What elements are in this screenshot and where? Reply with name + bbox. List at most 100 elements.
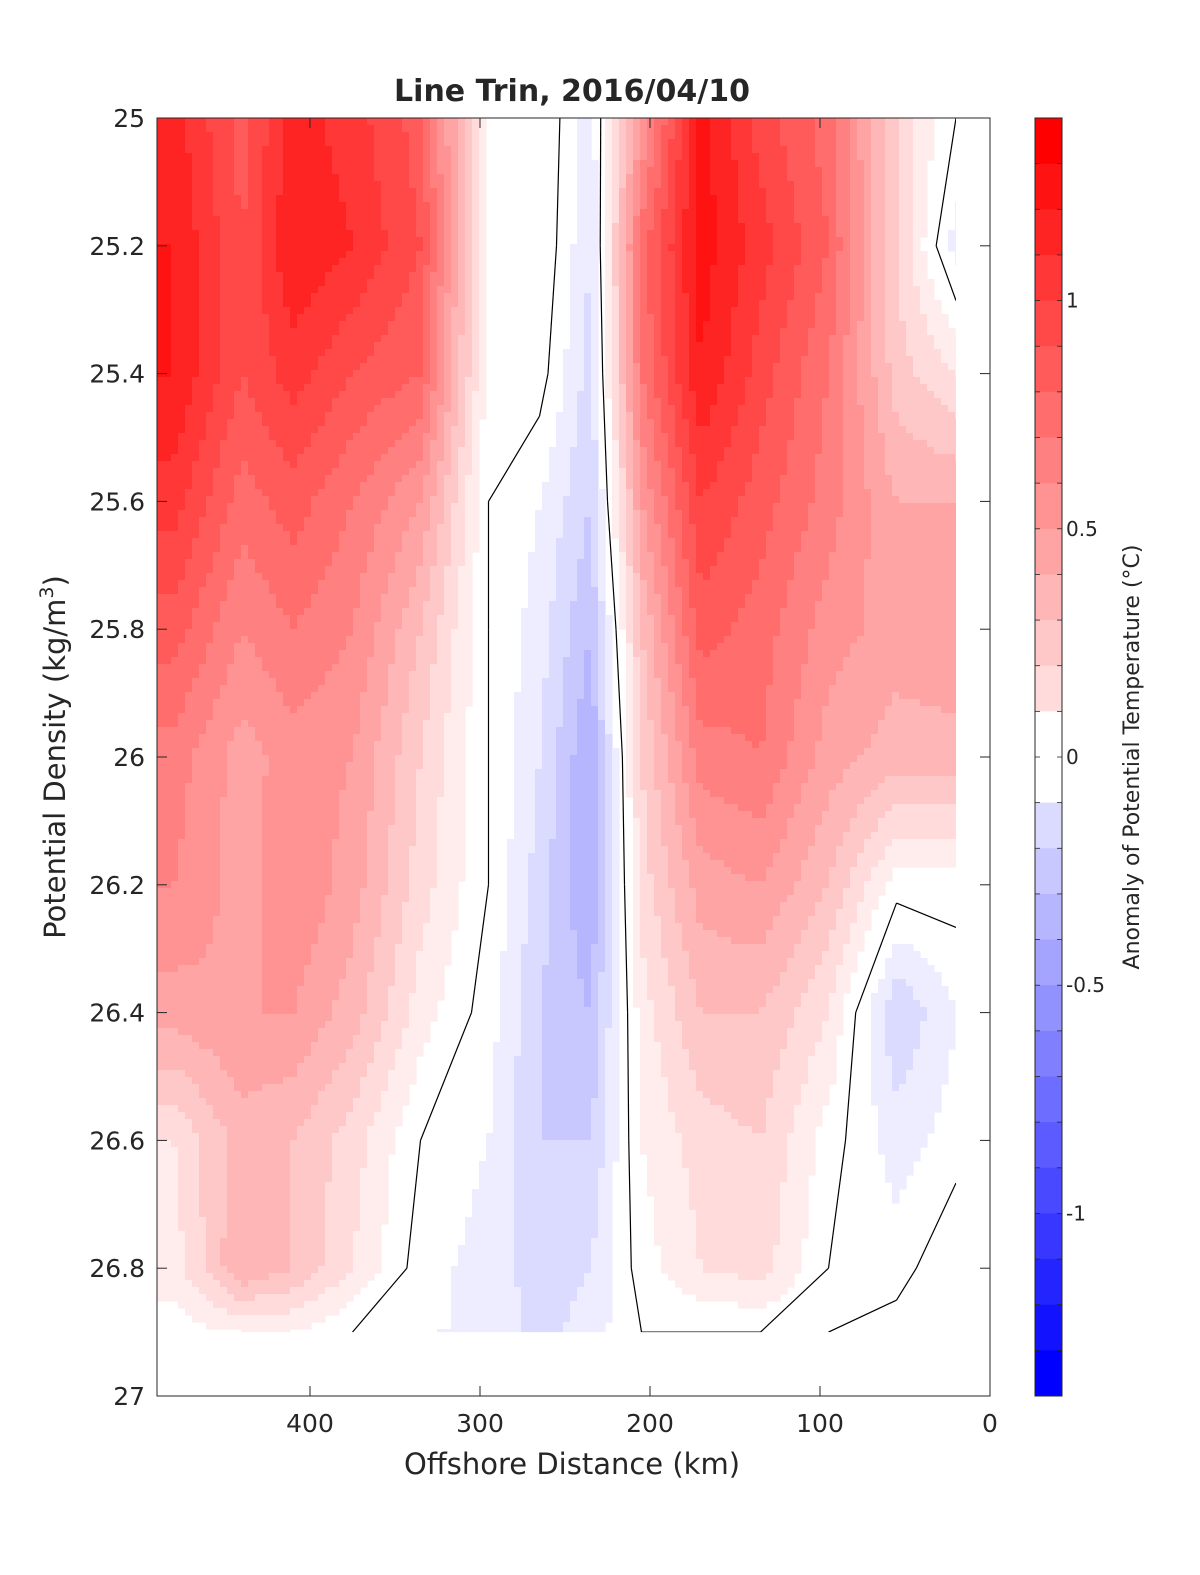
field-cell — [402, 244, 410, 252]
field-cell — [626, 132, 634, 140]
field-cell — [920, 195, 928, 203]
field-cell — [388, 440, 396, 448]
field-cell — [843, 223, 851, 231]
field-cell — [899, 433, 907, 441]
field-cell — [297, 251, 305, 259]
field-cell — [171, 405, 179, 413]
field-cell — [843, 412, 851, 420]
field-cell — [241, 461, 249, 469]
field-cell — [395, 440, 403, 448]
field-cell — [864, 258, 872, 266]
field-cell — [885, 188, 893, 196]
field-cell — [444, 405, 452, 413]
field-cell — [906, 433, 914, 441]
field-cell — [185, 461, 193, 469]
field-cell — [416, 328, 424, 336]
field-cell — [381, 363, 389, 371]
field-cell — [857, 321, 865, 329]
field-cell — [311, 216, 319, 224]
field-cell — [710, 251, 718, 259]
field-cell — [843, 293, 851, 301]
field-cell — [479, 160, 487, 168]
field-cell — [724, 195, 732, 203]
field-cell — [178, 328, 186, 336]
field-cell — [892, 440, 900, 448]
field-cell — [255, 223, 263, 231]
field-cell — [843, 251, 851, 259]
field-cell — [388, 461, 396, 469]
field-cell — [724, 307, 732, 315]
field-cell — [696, 209, 704, 217]
field-cell — [829, 146, 837, 154]
field-cell — [878, 118, 886, 126]
field-cell — [444, 125, 452, 133]
field-cell — [472, 433, 480, 441]
field-cell — [640, 300, 648, 308]
field-cell — [794, 398, 802, 406]
field-cell — [220, 426, 228, 434]
field-cell — [353, 153, 361, 161]
field-cell — [731, 370, 739, 378]
field-cell — [374, 454, 382, 462]
field-cell — [570, 342, 578, 350]
field-cell — [234, 328, 242, 336]
field-cell — [311, 384, 319, 392]
field-cell — [227, 377, 235, 385]
field-cell — [591, 258, 599, 266]
field-cell — [661, 363, 669, 371]
field-cell — [633, 237, 641, 245]
field-cell — [794, 363, 802, 371]
field-cell — [367, 433, 375, 441]
field-cell — [458, 258, 466, 266]
field-cell — [262, 300, 270, 308]
field-cell — [437, 216, 445, 224]
field-cell — [164, 307, 172, 315]
field-cell — [696, 356, 704, 364]
field-cell — [794, 153, 802, 161]
field-cell — [703, 391, 711, 399]
field-cell — [822, 216, 830, 224]
field-cell — [199, 342, 207, 350]
field-cell — [836, 300, 844, 308]
field-cell — [661, 293, 669, 301]
field-cell — [927, 356, 935, 364]
field-cell — [192, 174, 200, 182]
field-cell — [472, 230, 480, 238]
field-cell — [171, 265, 179, 273]
field-cell — [906, 286, 914, 294]
field-cell — [913, 440, 921, 448]
field-cell — [374, 244, 382, 252]
field-cell — [948, 370, 956, 378]
field-cell — [416, 314, 424, 322]
field-cell — [262, 209, 270, 217]
field-cell — [367, 300, 375, 308]
field-cell — [633, 230, 641, 238]
field-cell — [451, 335, 459, 343]
field-cell — [248, 440, 256, 448]
field-cell — [262, 461, 270, 469]
field-cell — [668, 223, 676, 231]
field-cell — [934, 391, 942, 399]
field-cell — [213, 356, 221, 364]
field-cell — [367, 202, 375, 210]
field-cell — [584, 160, 592, 168]
field-cell — [262, 279, 270, 287]
field-cell — [430, 132, 438, 140]
field-cell — [850, 160, 858, 168]
field-cell — [738, 237, 746, 245]
field-cell — [283, 272, 291, 280]
field-cell — [920, 398, 928, 406]
field-cell — [864, 398, 872, 406]
field-cell — [465, 300, 473, 308]
field-cell — [801, 412, 809, 420]
field-cell — [640, 349, 648, 357]
field-cell — [913, 139, 921, 147]
field-cell — [283, 335, 291, 343]
field-cell — [654, 405, 662, 413]
field-cell — [479, 286, 487, 294]
field-cell — [955, 433, 956, 441]
field-cell — [346, 398, 354, 406]
field-cell — [444, 412, 452, 420]
field-cell — [248, 335, 256, 343]
field-cell — [472, 342, 480, 350]
